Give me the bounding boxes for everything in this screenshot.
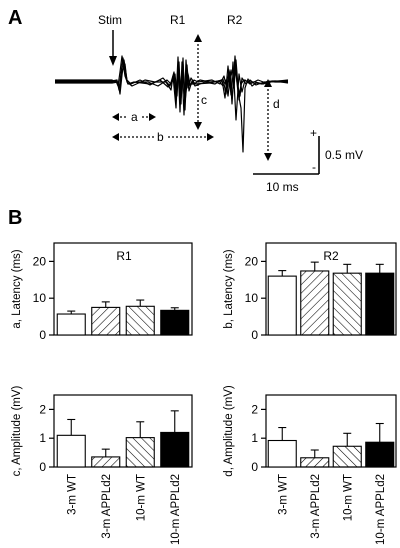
measure-d	[264, 79, 272, 161]
y-tick-label: 2	[39, 402, 46, 416]
category-label: 3-m WT	[277, 474, 289, 515]
bar-2	[91, 456, 121, 468]
bar-1	[56, 434, 86, 468]
y-tick-label: 1	[39, 431, 46, 445]
bar-chart-3: 0 1 2 c, Amplitude (mV)	[11, 385, 193, 476]
bar-4	[365, 272, 395, 336]
trace-4	[55, 55, 288, 103]
y-tick-label: 10	[33, 291, 47, 305]
bar-2	[300, 270, 330, 336]
bar-1	[267, 439, 297, 468]
measure-a-label: a	[131, 110, 138, 124]
bar-4	[160, 431, 190, 468]
measure-a	[112, 113, 156, 121]
y-tick-label: 0	[39, 328, 46, 342]
bar-1	[56, 313, 86, 336]
category-label: 3-m APPLd2	[101, 474, 113, 539]
bar-chart-4: 0 1 2 d, Amplitude (mV)	[223, 385, 397, 477]
bar-4	[365, 441, 395, 468]
bar-chart-2: 0 10 20 b, Latency (ms) R2	[223, 242, 397, 342]
recording-traces	[55, 55, 289, 153]
measure-d-label: d	[273, 97, 280, 111]
bar-3	[125, 437, 155, 468]
scale-bar	[253, 136, 320, 175]
scale-plus: +	[310, 126, 317, 140]
plot-frame	[53, 242, 193, 336]
bar-1	[267, 275, 297, 336]
y-tick-label: 0	[251, 460, 258, 474]
category-label: 10-m APPLd2	[170, 474, 182, 545]
category-label: 3-m WT	[66, 474, 78, 515]
y-axis-label: b, Latency (ms)	[223, 249, 235, 328]
plot-frame	[265, 394, 397, 468]
category-labels: 3-m WT 3-m APPLd2 10-m WT 10-m APPLd2 3-m WT…	[66, 474, 387, 545]
y-axis-label: a, Latency (ms)	[11, 249, 23, 328]
panel-a-letter: A	[8, 7, 22, 29]
y-tick-label: 20	[245, 254, 259, 268]
bar-4	[160, 309, 190, 336]
y-tick-label: 10	[245, 291, 259, 305]
measure-b-label: b	[157, 130, 164, 144]
trace-1	[55, 57, 288, 153]
stim-label: Stim	[98, 13, 122, 27]
y-axis-label: c, Amplitude (mV)	[11, 385, 23, 476]
y-tick-label: 0	[39, 460, 46, 474]
y-axis-label: d, Amplitude (mV)	[223, 385, 235, 477]
bar-3	[332, 272, 362, 336]
chart-title: R1	[116, 249, 132, 263]
category-label: 10-m WT	[135, 474, 147, 521]
measure-c	[194, 34, 202, 130]
y-tick-label: 0	[251, 328, 258, 342]
bar-3	[332, 445, 362, 468]
r1-label: R1	[170, 13, 186, 27]
plot-frame	[53, 394, 193, 468]
measure-c-label: c	[201, 93, 207, 107]
bar-2	[300, 457, 330, 468]
stim-arrowhead	[109, 56, 117, 66]
y-tick-label: 1	[251, 431, 258, 445]
scale-minus: -	[312, 160, 316, 174]
r2-label: R2	[227, 13, 243, 27]
chart-title: R2	[323, 249, 339, 263]
category-label: 10-m WT	[342, 474, 354, 521]
bar-chart-1: 0 10 20 a, Latency (ms) R1	[11, 242, 193, 342]
bar-3	[125, 305, 155, 336]
panel-b-letter: B	[8, 207, 22, 229]
scale-time-label: 10 ms	[266, 180, 299, 194]
category-label: 3-m APPLd2	[310, 474, 322, 539]
y-tick-label: 20	[33, 254, 47, 268]
panel-a: A Stim R1 R2 a b	[8, 7, 363, 194]
bar-2	[91, 306, 121, 336]
y-tick-label: 2	[251, 402, 258, 416]
plot-frame	[265, 242, 397, 336]
measure-b	[112, 133, 214, 141]
scale-voltage-label: 0.5 mV	[325, 148, 363, 162]
category-label: 10-m APPLd2	[375, 474, 387, 545]
